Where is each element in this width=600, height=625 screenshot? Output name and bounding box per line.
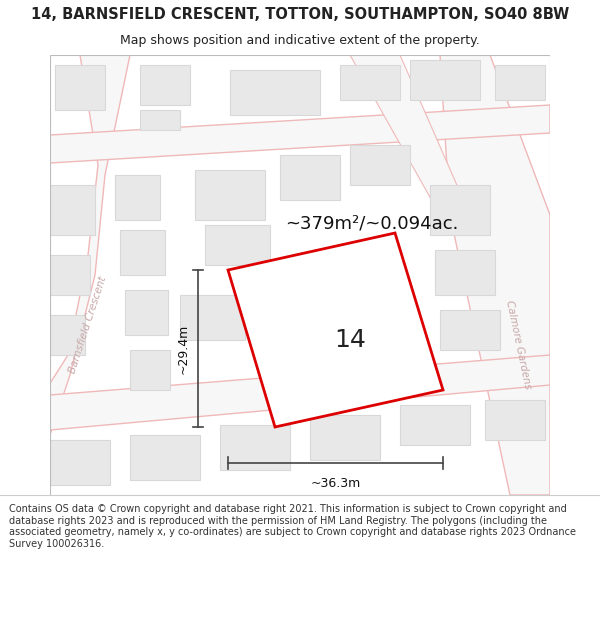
- Text: Contains OS data © Crown copyright and database right 2021. This information is : Contains OS data © Crown copyright and d…: [9, 504, 576, 549]
- Polygon shape: [55, 65, 105, 110]
- Text: Calmore Gardens: Calmore Gardens: [504, 300, 532, 390]
- Polygon shape: [350, 55, 470, 215]
- Text: 14, BARNSFIELD CRESCENT, TOTTON, SOUTHAMPTON, SO40 8BW: 14, BARNSFIELD CRESCENT, TOTTON, SOUTHAM…: [31, 8, 569, 22]
- Polygon shape: [50, 315, 85, 355]
- Polygon shape: [195, 170, 265, 220]
- Polygon shape: [50, 440, 110, 485]
- Polygon shape: [400, 405, 470, 445]
- Polygon shape: [228, 233, 443, 427]
- Polygon shape: [440, 310, 500, 350]
- Polygon shape: [140, 65, 190, 105]
- Polygon shape: [50, 355, 550, 430]
- Text: ~379m²/~0.094ac.: ~379m²/~0.094ac.: [285, 214, 458, 232]
- Polygon shape: [115, 175, 160, 220]
- Text: Map shows position and indicative extent of the property.: Map shows position and indicative extent…: [120, 34, 480, 47]
- Polygon shape: [220, 425, 290, 470]
- Text: Barnsfield Crescent: Barnsfield Crescent: [68, 275, 109, 375]
- Polygon shape: [205, 225, 270, 265]
- Polygon shape: [430, 185, 490, 235]
- Polygon shape: [350, 145, 410, 185]
- Polygon shape: [50, 105, 550, 163]
- Polygon shape: [410, 60, 480, 100]
- Polygon shape: [230, 70, 320, 115]
- Polygon shape: [280, 155, 340, 200]
- Polygon shape: [340, 65, 400, 100]
- Polygon shape: [250, 290, 315, 330]
- Polygon shape: [50, 185, 95, 235]
- Polygon shape: [435, 250, 495, 295]
- Polygon shape: [440, 55, 550, 495]
- Text: ~29.4m: ~29.4m: [177, 323, 190, 374]
- Polygon shape: [130, 350, 170, 390]
- Text: 14: 14: [334, 328, 366, 352]
- Polygon shape: [495, 65, 545, 100]
- Polygon shape: [120, 230, 165, 275]
- Text: ~36.3m: ~36.3m: [310, 477, 361, 490]
- Polygon shape: [30, 55, 130, 495]
- Polygon shape: [130, 435, 200, 480]
- Polygon shape: [310, 415, 380, 460]
- Polygon shape: [50, 255, 90, 295]
- Polygon shape: [140, 110, 180, 130]
- Polygon shape: [485, 400, 545, 440]
- Polygon shape: [125, 290, 168, 335]
- Polygon shape: [330, 280, 390, 325]
- Polygon shape: [180, 295, 245, 340]
